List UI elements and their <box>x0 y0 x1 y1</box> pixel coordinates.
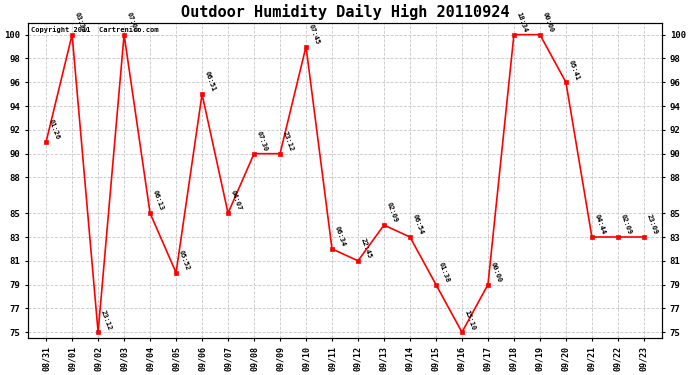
Text: 15:10: 15:10 <box>464 309 476 331</box>
Text: 02:09: 02:09 <box>386 202 398 224</box>
Text: 04:07: 04:07 <box>230 190 242 212</box>
Text: 06:54: 06:54 <box>411 214 424 236</box>
Text: 06:34: 06:34 <box>333 225 346 248</box>
Text: 05:41: 05:41 <box>567 59 580 81</box>
Text: 06:13: 06:13 <box>152 190 164 212</box>
Text: 00:00: 00:00 <box>542 11 554 33</box>
Text: 23:12: 23:12 <box>99 309 112 331</box>
Text: 23:12: 23:12 <box>282 130 295 152</box>
Text: 05:52: 05:52 <box>177 249 190 272</box>
Text: 22:45: 22:45 <box>359 237 373 260</box>
Text: 07:00: 07:00 <box>126 11 139 33</box>
Text: 18:34: 18:34 <box>515 11 529 33</box>
Text: 07:45: 07:45 <box>308 23 320 45</box>
Text: 04:44: 04:44 <box>593 214 607 236</box>
Text: 06:51: 06:51 <box>204 71 217 93</box>
Title: Outdoor Humidity Daily High 20110924: Outdoor Humidity Daily High 20110924 <box>181 4 509 20</box>
Text: 03:32: 03:32 <box>74 11 86 33</box>
Text: 01:38: 01:38 <box>437 261 451 283</box>
Text: 07:30: 07:30 <box>255 130 268 152</box>
Text: 00:00: 00:00 <box>489 261 502 283</box>
Text: 23:09: 23:09 <box>645 214 658 236</box>
Text: Copyright 2011  Cartrenico.com: Copyright 2011 Cartrenico.com <box>31 26 159 33</box>
Text: 02:09: 02:09 <box>620 214 632 236</box>
Text: 01:26: 01:26 <box>48 118 61 140</box>
